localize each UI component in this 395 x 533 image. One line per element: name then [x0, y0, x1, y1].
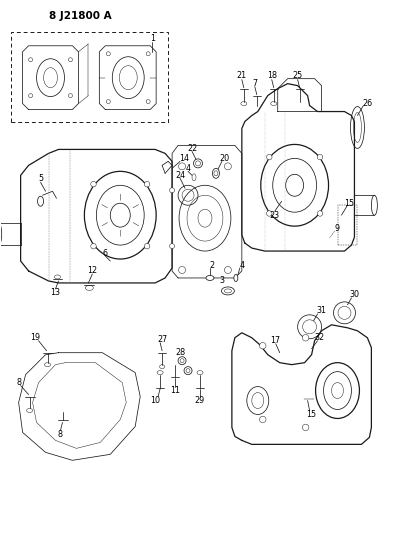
- Ellipse shape: [169, 188, 175, 193]
- Ellipse shape: [234, 274, 238, 281]
- Text: 6: 6: [103, 248, 108, 257]
- Text: 4: 4: [186, 164, 190, 173]
- Text: 31: 31: [316, 306, 327, 316]
- Text: 2: 2: [209, 261, 214, 270]
- Text: 8 J21800 A: 8 J21800 A: [49, 11, 111, 21]
- Ellipse shape: [303, 335, 309, 341]
- Ellipse shape: [267, 211, 272, 216]
- Ellipse shape: [144, 244, 150, 249]
- Text: 12: 12: [87, 266, 98, 276]
- Bar: [11, 32, 168, 122]
- Ellipse shape: [267, 155, 272, 160]
- Ellipse shape: [192, 174, 196, 181]
- Text: 3: 3: [219, 277, 224, 286]
- Text: 15: 15: [344, 199, 355, 208]
- Ellipse shape: [317, 211, 323, 216]
- Ellipse shape: [260, 343, 266, 349]
- Text: 10: 10: [150, 396, 160, 405]
- Text: 22: 22: [187, 144, 197, 153]
- Ellipse shape: [213, 168, 220, 179]
- Text: 17: 17: [270, 336, 280, 345]
- Ellipse shape: [179, 266, 186, 273]
- Text: 8: 8: [16, 378, 21, 387]
- Ellipse shape: [224, 163, 231, 170]
- Text: 19: 19: [30, 333, 41, 342]
- Text: 27: 27: [157, 335, 167, 344]
- Text: 25: 25: [293, 71, 303, 80]
- Ellipse shape: [303, 424, 309, 431]
- Ellipse shape: [169, 244, 175, 248]
- Ellipse shape: [91, 181, 96, 187]
- Text: 11: 11: [170, 386, 180, 395]
- Ellipse shape: [222, 287, 234, 295]
- Ellipse shape: [144, 181, 150, 187]
- Text: 4: 4: [239, 261, 245, 270]
- Ellipse shape: [206, 276, 214, 280]
- Text: 18: 18: [267, 71, 277, 80]
- Ellipse shape: [224, 266, 231, 273]
- Text: 7: 7: [252, 79, 258, 88]
- Ellipse shape: [260, 416, 266, 423]
- Text: 14: 14: [179, 154, 189, 163]
- Ellipse shape: [85, 171, 156, 259]
- Ellipse shape: [179, 163, 186, 170]
- Ellipse shape: [317, 155, 323, 160]
- Text: 21: 21: [237, 71, 247, 80]
- Text: 30: 30: [350, 290, 359, 300]
- Ellipse shape: [91, 244, 96, 249]
- Text: 23: 23: [270, 211, 280, 220]
- Text: 24: 24: [175, 171, 185, 180]
- Text: 26: 26: [362, 99, 372, 108]
- Text: 28: 28: [175, 348, 185, 357]
- Bar: [337, 205, 357, 245]
- Text: 32: 32: [314, 333, 325, 342]
- Text: 5: 5: [38, 174, 43, 183]
- Text: 9: 9: [335, 224, 340, 232]
- Text: 20: 20: [220, 154, 230, 163]
- Text: 29: 29: [195, 396, 205, 405]
- Text: 1: 1: [150, 34, 155, 43]
- Text: 13: 13: [51, 288, 60, 297]
- Text: 15: 15: [307, 410, 317, 419]
- Text: 8: 8: [58, 430, 63, 439]
